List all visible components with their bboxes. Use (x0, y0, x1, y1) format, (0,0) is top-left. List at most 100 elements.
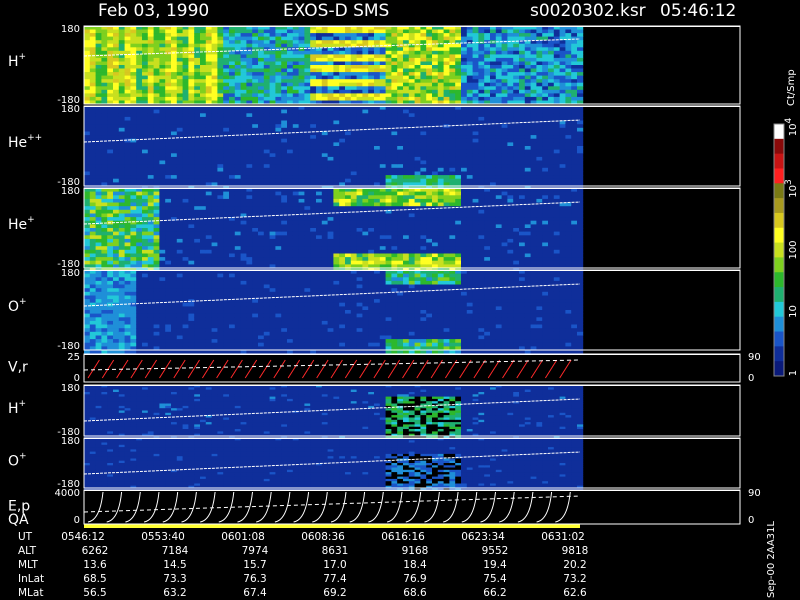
heat-cell (124, 79, 131, 84)
heat-cell (304, 75, 311, 80)
heat-cell (443, 175, 450, 180)
heat-cell (333, 93, 340, 98)
heat-cell (466, 138, 473, 143)
heat-cell (165, 224, 172, 229)
heat-cell (455, 164, 462, 169)
heat-cell (559, 142, 566, 147)
heat-cell (304, 79, 311, 84)
heat-cell (223, 146, 230, 151)
heat-cell (542, 79, 549, 84)
heat-cell (269, 175, 276, 180)
heat-cell (327, 175, 334, 180)
heat-cell (316, 238, 323, 243)
heat-cell (95, 72, 102, 77)
heat-cell (310, 220, 317, 225)
heat-cell (246, 29, 253, 34)
heat-cell (200, 109, 207, 114)
heat-cell (217, 135, 224, 140)
heat-cell (205, 47, 212, 52)
heat-cell (443, 26, 450, 30)
heat-cell (95, 82, 102, 87)
heat-cell (310, 124, 317, 129)
heat-cell (176, 86, 183, 91)
heat-cell (298, 235, 305, 240)
heat-cell (345, 249, 352, 254)
heat-cell (234, 153, 241, 158)
heat-cell (258, 68, 265, 73)
heat-cell (565, 47, 572, 52)
heat-cell (490, 113, 497, 118)
heat-cell (432, 86, 439, 91)
heat-cell (147, 231, 154, 236)
heat-cell (356, 79, 363, 84)
heat-cell (437, 146, 444, 151)
heat-cell (147, 182, 154, 187)
heat-cell (287, 264, 294, 269)
heat-cell (258, 142, 265, 147)
heat-cell (298, 198, 305, 203)
heat-cell (118, 206, 125, 211)
heat-cell (223, 242, 230, 247)
heat-cell (443, 61, 450, 66)
heat-cell (350, 242, 357, 247)
heat-cell (124, 82, 131, 87)
heat-cell (229, 220, 236, 225)
heat-cell (95, 116, 102, 121)
heat-cell (223, 178, 230, 183)
heat-cell (397, 57, 404, 62)
heat-cell (432, 36, 439, 41)
heat-cell (205, 175, 212, 180)
heat-cell (205, 213, 212, 218)
heat-cell (246, 156, 253, 161)
heat-cell (200, 220, 207, 225)
heat-cell (252, 82, 259, 87)
heat-cell (281, 116, 288, 121)
heat-cell (147, 188, 154, 193)
heat-cell (490, 135, 497, 140)
heat-cell (292, 167, 299, 172)
heat-cell (89, 57, 96, 62)
heat-cell (229, 29, 236, 34)
heat-cell (130, 138, 137, 143)
heat-cell (455, 40, 462, 45)
heat-cell (107, 47, 114, 52)
heat-cell (565, 43, 572, 48)
heat-cell (217, 178, 224, 183)
heat-cell (490, 175, 497, 180)
heat-cell (350, 257, 357, 262)
heat-cell (176, 72, 183, 77)
heat-cell (258, 224, 265, 229)
heat-cell (142, 178, 149, 183)
heat-cell (437, 182, 444, 187)
heat-cell (171, 100, 178, 105)
heat-cell (171, 182, 178, 187)
heat-cell (298, 72, 305, 77)
heat-cell (548, 116, 555, 121)
heat-cell (258, 43, 265, 48)
heat-cell (466, 153, 473, 158)
heat-cell (188, 120, 195, 125)
heat-cell (252, 79, 259, 84)
heat-cell (287, 68, 294, 73)
heat-cell (379, 106, 386, 111)
heat-cell (408, 113, 415, 118)
heat-cell (258, 191, 265, 196)
heat-cell (246, 202, 253, 207)
heat-cell (171, 242, 178, 247)
heat-cell (200, 26, 207, 30)
heat-cell (188, 153, 195, 158)
heat-cell (275, 220, 282, 225)
heat-cell (345, 36, 352, 41)
heat-cell (142, 82, 149, 87)
heat-cell (292, 96, 299, 101)
heat-cell (350, 138, 357, 143)
heat-cell (84, 249, 91, 254)
heat-cell (246, 79, 253, 84)
heat-cell (536, 106, 543, 111)
heat-cell (548, 33, 555, 38)
heat-cell (391, 65, 398, 69)
heat-cell (327, 228, 334, 233)
heat-cell (414, 57, 421, 62)
heat-cell (153, 113, 160, 118)
heat-cell (118, 238, 125, 243)
